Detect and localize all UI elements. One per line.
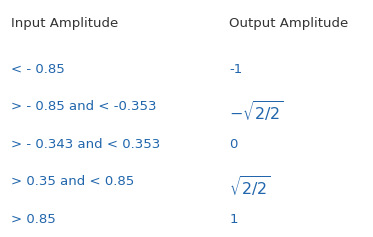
- Text: < - 0.85: < - 0.85: [11, 63, 65, 76]
- Text: > 0.85: > 0.85: [11, 213, 56, 226]
- Text: $-\sqrt{2/2}$: $-\sqrt{2/2}$: [229, 100, 284, 124]
- Text: > - 0.85 and < -0.353: > - 0.85 and < -0.353: [11, 100, 157, 113]
- Text: > 0.35 and < 0.85: > 0.35 and < 0.85: [11, 175, 134, 188]
- Text: Output Amplitude: Output Amplitude: [229, 17, 349, 30]
- Text: > - 0.343 and < 0.353: > - 0.343 and < 0.353: [11, 138, 160, 151]
- Text: 1: 1: [229, 213, 238, 226]
- Text: $\sqrt{2/2}$: $\sqrt{2/2}$: [229, 175, 271, 199]
- Text: Input Amplitude: Input Amplitude: [11, 17, 119, 30]
- Text: 0: 0: [229, 138, 238, 151]
- Text: -1: -1: [229, 63, 243, 76]
